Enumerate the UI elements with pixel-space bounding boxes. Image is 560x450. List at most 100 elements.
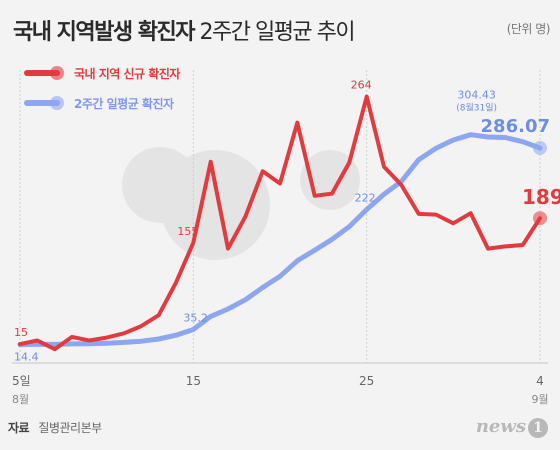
data-label-note: (8월31일) xyxy=(456,102,497,114)
grid-lines xyxy=(12,70,548,364)
data-point-avg xyxy=(243,298,247,302)
data-label-avg: 304.43 xyxy=(457,89,496,102)
data-point-avg xyxy=(261,285,265,289)
data-point-avg xyxy=(451,138,455,142)
series-lines xyxy=(17,94,547,352)
data-point-daily xyxy=(417,212,421,216)
news1-logo: news 1 xyxy=(476,416,548,438)
data-point-avg xyxy=(105,341,109,345)
data-point-daily xyxy=(313,194,317,198)
x-tick-label: 5일 xyxy=(12,374,31,388)
data-point-avg xyxy=(313,248,317,252)
data-point-daily xyxy=(243,215,247,219)
data-label-daily: 15 xyxy=(14,326,28,339)
data-point-avg xyxy=(226,307,230,311)
data-point-avg xyxy=(122,340,126,344)
data-point-avg xyxy=(347,225,351,229)
data-point-avg xyxy=(70,342,74,346)
data-point-daily xyxy=(122,331,126,335)
data-point-daily xyxy=(157,313,161,317)
data-point-avg xyxy=(330,237,334,241)
data-point-daily xyxy=(139,324,143,328)
legend-item-daily: 국내 지역 신규 확진자 xyxy=(24,60,180,86)
data-point-daily xyxy=(382,165,386,169)
x-tick-sublabel: 9월 xyxy=(531,393,548,406)
legend-swatch-red xyxy=(24,66,64,80)
series-line-avg xyxy=(17,132,543,348)
legend-item-avg: 2주간 일평균 확진자 xyxy=(24,90,180,116)
x-tick-label: 4 xyxy=(536,374,544,388)
logo-text: news xyxy=(475,416,526,437)
legend-swatch-blue xyxy=(24,96,64,110)
data-labels: 15 155 264 189 14.4 35.2 222 304.43(8월31일) 286.0… xyxy=(14,79,560,364)
data-point-avg xyxy=(278,274,282,278)
data-point-avg xyxy=(521,140,525,144)
data-point-daily xyxy=(18,342,22,346)
data-point-avg xyxy=(469,133,473,137)
x-tick-sublabel: 8월 xyxy=(12,393,29,406)
data-point-avg xyxy=(417,158,421,162)
data-point-daily xyxy=(35,339,39,343)
data-point-daily xyxy=(330,192,334,196)
data-point-avg xyxy=(434,146,438,150)
data-point-daily xyxy=(53,347,57,351)
data-point-daily xyxy=(365,95,369,99)
data-point-avg xyxy=(157,337,161,341)
data-point-daily xyxy=(278,181,282,185)
data-point-avg xyxy=(365,207,369,211)
x-axis-ticks: 5일 8월 15 25 4 9월 xyxy=(12,374,549,406)
data-point-avg xyxy=(295,259,299,263)
data-point-avg xyxy=(53,342,57,346)
data-point-daily xyxy=(347,161,351,164)
legend-label-avg: 2주간 일평균 확진자 xyxy=(74,96,174,111)
data-point-daily xyxy=(486,247,490,251)
source-text: 질병관리본부 xyxy=(38,421,102,435)
data-point-daily xyxy=(434,213,438,217)
unit-label: (단위 명) xyxy=(506,22,551,36)
data-point-avg xyxy=(35,342,39,346)
legend: 국내 지역 신규 확진자 2주간 일평균 확진자 xyxy=(24,60,180,120)
series-line-daily xyxy=(18,94,542,352)
data-label-avg: 222 xyxy=(355,191,376,204)
data-point-daily xyxy=(209,160,213,164)
data-point-daily xyxy=(503,244,507,248)
data-label-avg: 286.07 xyxy=(481,116,550,137)
data-label-daily: 155 xyxy=(177,225,198,238)
data-point-daily xyxy=(451,221,455,225)
data-point-avg xyxy=(503,136,507,140)
page-title: 국내 지역발생 확진자 2주간 일평균 추이 xyxy=(13,14,356,46)
source-line: 자료 질병관리본부 xyxy=(8,419,102,436)
data-point-daily xyxy=(174,281,178,285)
end-marker-avg xyxy=(533,140,547,155)
logo-badge: 1 xyxy=(528,418,548,438)
data-point-daily xyxy=(521,243,525,247)
data-point-avg xyxy=(209,314,213,318)
title-main: 국내 지역발생 확진자 xyxy=(13,20,195,45)
data-point-daily xyxy=(469,211,473,215)
source-label: 자료 xyxy=(8,421,30,435)
legend-label-daily: 국내 지역 신규 확진자 xyxy=(74,66,180,81)
x-tick-label: 25 xyxy=(359,374,374,388)
data-point-daily xyxy=(226,247,230,251)
x-tick-label: 15 xyxy=(186,374,201,388)
data-label-avg: 14.4 xyxy=(14,351,39,364)
data-point-daily xyxy=(87,339,91,343)
data-label-avg: 35.2 xyxy=(183,312,208,325)
title-sub: 2주간 일평균 추이 xyxy=(199,20,355,45)
data-point-avg xyxy=(382,192,386,196)
end-marker-daily xyxy=(533,211,547,226)
data-point-daily xyxy=(70,335,74,339)
data-point-avg xyxy=(486,135,490,139)
data-label-daily: 189 xyxy=(522,185,560,209)
data-point-avg xyxy=(87,342,91,346)
data-point-daily xyxy=(191,241,195,245)
data-point-daily xyxy=(261,169,265,173)
data-point-avg xyxy=(191,328,195,332)
data-point-daily xyxy=(105,336,109,340)
data-point-avg xyxy=(139,339,143,343)
data-label-daily: 264 xyxy=(351,79,372,92)
data-point-daily xyxy=(399,183,403,187)
data-point-daily xyxy=(295,121,299,125)
data-point-avg xyxy=(174,333,178,337)
